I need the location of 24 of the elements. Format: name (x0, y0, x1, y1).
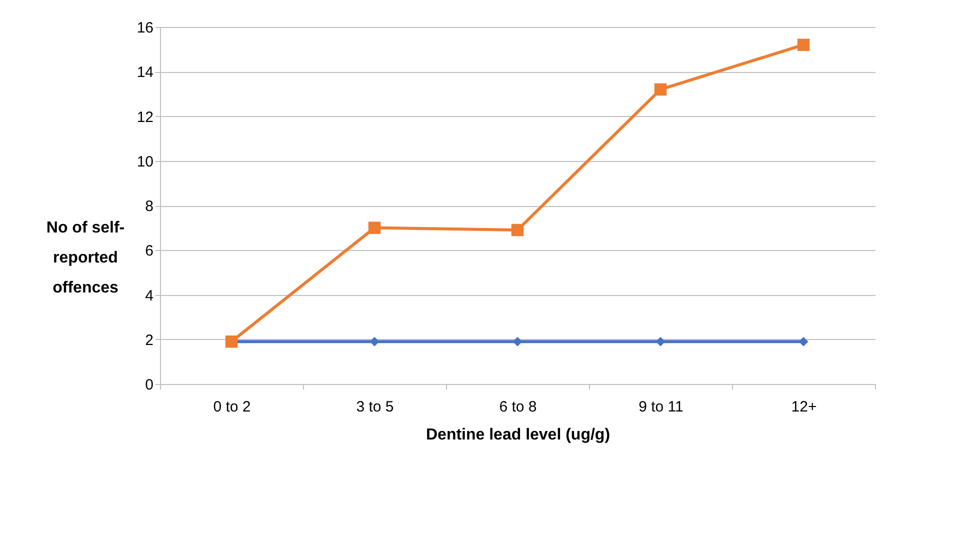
y-axis-title: No of self-reported offences (46, 220, 125, 296)
point (512, 336, 522, 346)
x-tick-label: 6 to 8 (499, 398, 537, 416)
y-tick-label: 0 (145, 376, 154, 394)
x-tick-label: 12+ (791, 398, 817, 416)
point (511, 224, 524, 236)
y-tick-label: 6 (145, 242, 154, 260)
x-tick-label: 3 to 5 (356, 398, 394, 416)
point (798, 336, 808, 346)
y-tick-label: 16 (136, 20, 154, 36)
point (370, 336, 380, 346)
y-tick-label: 4 (145, 287, 154, 304)
point (797, 38, 810, 51)
x-axis-title: Dentine lead level (ug/g) (426, 426, 610, 444)
y-tick-label: 14 (136, 64, 154, 82)
point (656, 336, 666, 346)
y-tick-label: 10 (136, 153, 154, 170)
y-tick-label: 2 (145, 332, 154, 349)
point (654, 83, 667, 96)
y-tick-label: 8 (145, 198, 154, 215)
x-tick-label: 9 to 11 (638, 398, 684, 416)
point (368, 222, 381, 234)
y-tick-label: 12 (136, 108, 154, 126)
x-tick-label: 0 to 2 (213, 398, 251, 416)
